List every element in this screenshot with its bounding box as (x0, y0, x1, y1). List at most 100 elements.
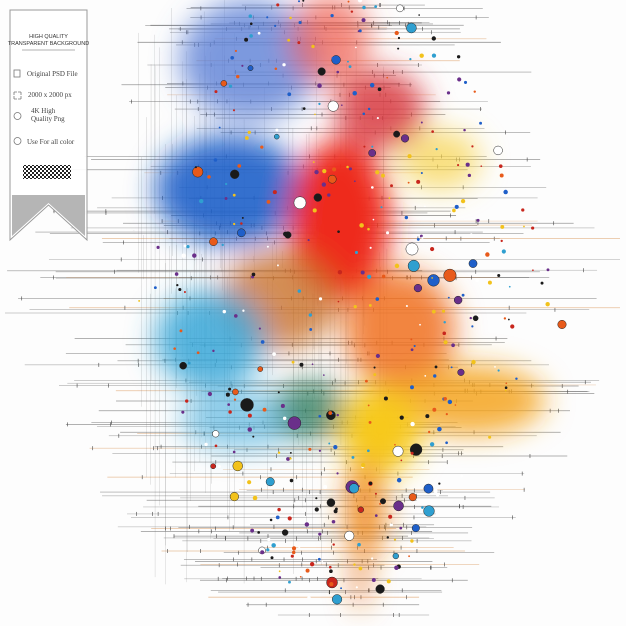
paint-dot (373, 373, 377, 377)
paint-dot (377, 87, 382, 92)
paint-dot (386, 536, 389, 539)
tick (549, 408, 551, 413)
tick (211, 529, 212, 534)
paint-dot (353, 180, 356, 183)
paint-dot (488, 435, 492, 439)
paint-dot (247, 427, 253, 432)
tick (352, 602, 354, 607)
tick (227, 576, 228, 581)
paint-dot (287, 38, 291, 42)
paint-dot (315, 497, 318, 500)
paint-dot (314, 113, 316, 116)
tick (402, 535, 403, 540)
paint-dot (321, 182, 327, 187)
paint-dot (317, 83, 322, 88)
paint-dot (418, 14, 421, 16)
paint-dot (214, 90, 218, 94)
paint-dot (557, 319, 567, 329)
tick (488, 219, 490, 224)
tick (406, 525, 408, 530)
paint-dot (245, 136, 249, 140)
paint-dot (283, 231, 288, 237)
paint-dot (329, 569, 333, 574)
tick (583, 268, 584, 273)
paint-dot (367, 274, 372, 279)
paint-dot (328, 442, 331, 445)
paint-dot (224, 197, 228, 200)
tick (567, 389, 569, 394)
paint-dot (287, 516, 292, 521)
tick (371, 23, 372, 28)
tick (523, 487, 525, 492)
paint-dot (419, 53, 424, 58)
paint-dot (220, 80, 228, 87)
tick (170, 526, 171, 531)
paint-dot (367, 404, 370, 407)
paint-dot (374, 5, 378, 9)
tick (319, 490, 321, 495)
tick (189, 99, 191, 104)
paint-dot (388, 197, 391, 199)
tick (413, 515, 415, 520)
checker-icon (23, 165, 71, 179)
paint-dot (260, 550, 265, 555)
paint-dot (446, 91, 451, 95)
tick (384, 524, 385, 529)
tick (328, 515, 329, 520)
paint-dot (442, 331, 447, 336)
tick (368, 588, 369, 593)
paint-dot (431, 309, 436, 314)
paint-dot (250, 22, 253, 25)
tick (283, 383, 284, 388)
paint-dot (277, 451, 281, 454)
tick (246, 447, 248, 452)
paint-dot (472, 315, 479, 322)
paint-dot (282, 63, 286, 67)
tick (267, 444, 269, 449)
paint-dot (323, 484, 328, 490)
tick (309, 490, 310, 495)
paint-dot (304, 522, 310, 527)
paint-dot (416, 238, 420, 241)
paint-dot (409, 58, 412, 61)
paint-dot (419, 323, 421, 326)
paint-dot (275, 128, 279, 132)
paint-dot (397, 47, 400, 50)
paint-dot (413, 283, 423, 293)
tick (302, 3, 303, 8)
paint-dot (434, 365, 438, 369)
paint-dot (546, 268, 550, 272)
paint-dot (383, 396, 388, 401)
paint-dot (435, 148, 438, 151)
tick (233, 557, 234, 562)
paint-dot (471, 325, 474, 328)
tick (189, 524, 190, 529)
paint-dot (370, 186, 374, 189)
blob (335, 70, 425, 150)
tick (413, 454, 414, 459)
paint-dot (497, 273, 501, 278)
feature: 2000 x 2000 px (28, 91, 72, 99)
paint-dot (229, 492, 239, 502)
tick (309, 154, 310, 159)
paint-dot (181, 253, 186, 258)
paint-dot (181, 410, 185, 414)
tick (471, 275, 472, 280)
paint-dot (368, 481, 373, 486)
paint-dot (314, 507, 319, 512)
tick (455, 276, 457, 281)
tick (332, 381, 333, 386)
paint-dot (281, 529, 289, 536)
paint-dot (334, 507, 338, 511)
paint-dot (375, 297, 380, 301)
paint-dot (447, 399, 453, 405)
paint-dot (317, 67, 326, 76)
paint-dot (425, 414, 430, 419)
tick (267, 534, 269, 539)
paint-dot (276, 3, 280, 7)
paint-dot (465, 162, 470, 167)
paint-dot (336, 413, 339, 417)
feature: Original PSD File (27, 70, 78, 78)
tick (253, 576, 255, 581)
paint-dot (407, 259, 420, 272)
